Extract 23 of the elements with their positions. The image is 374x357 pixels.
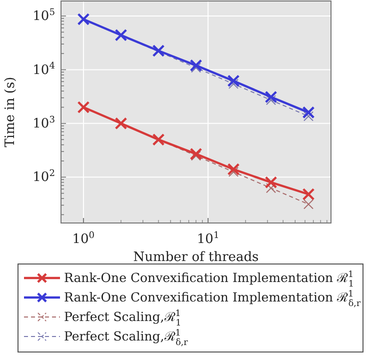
x-axis-title: Number of threads	[133, 250, 259, 265]
y-tick-label: 10$^{4}$	[32, 62, 56, 78]
point	[266, 183, 276, 194]
point	[302, 188, 315, 200]
point	[228, 166, 239, 177]
point	[264, 90, 278, 104]
point	[303, 111, 314, 122]
point	[302, 106, 315, 119]
point	[227, 163, 240, 176]
point	[264, 176, 278, 189]
point	[228, 78, 239, 89]
point	[227, 74, 240, 88]
y-tick-label: 10$^{2}$	[32, 169, 55, 186]
point	[190, 148, 202, 160]
x-tick-label: 10$^{1}$	[196, 230, 220, 247]
point	[266, 95, 276, 106]
point	[190, 62, 202, 73]
point	[303, 199, 314, 210]
y-axis-title: Time in (s)	[3, 76, 18, 148]
point	[190, 59, 202, 72]
x-tick-label: 10$^{0}$	[72, 230, 95, 247]
y-tick-label: 10$^{5}$	[32, 8, 56, 24]
y-tick-label: 10$^{3}$	[32, 115, 56, 132]
